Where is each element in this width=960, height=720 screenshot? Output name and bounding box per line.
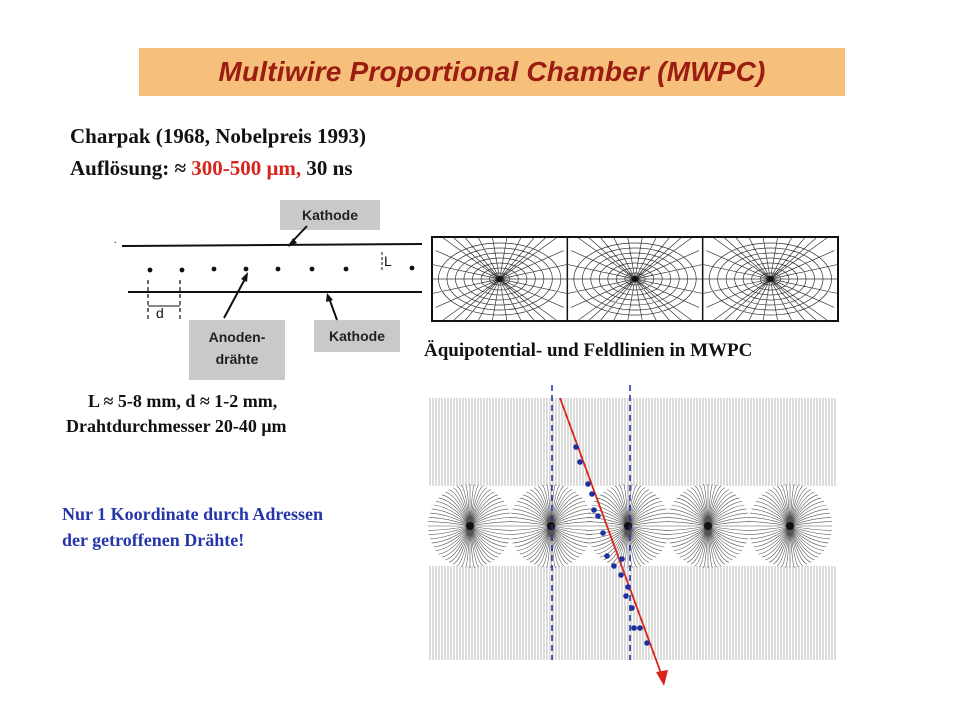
dim-d-label: d [156,305,164,321]
note-line-2: der getroffenen Drähte! [62,530,245,550]
svg-text:.: . [114,235,117,246]
label-anoden-line2: drähte [215,351,259,367]
arrow-anode [223,276,247,319]
label-anoden-line1: Anoden- [208,329,266,345]
label-kathode-top: Kathode [280,200,380,230]
resolution-value: 300-500 μm, [191,156,302,180]
field-lines-diagram [431,236,839,322]
arrow-kathode-bottom [328,297,338,321]
title-banner: Multiwire Proportional Chamber (MWPC) [139,48,845,96]
intro-line-2: Auflösung: ≈ 300-500 μm, 30 ns [70,156,353,181]
label-anodendraehte: Anoden- drähte [189,320,285,380]
mwpc-schematic: . [114,225,423,322]
note-line-1: Nur 1 Koordinate durch Adressen [62,504,324,524]
label-kathode-bottom: Kathode [314,320,400,352]
track-field-diagram [428,385,836,686]
intro-line-1: Charpak (1968, Nobelpreis 1993) [70,124,366,148]
page-title: Multiwire Proportional Chamber (MWPC) [218,56,766,87]
dim-L-label: L [384,253,392,269]
dimensions-line-1: L ≈ 5-8 mm, d ≈ 1-2 mm, [88,391,278,411]
anode-wires [147,265,415,273]
dimensions-line-2: Drahtdurchmesser 20-40 μm [66,416,287,436]
field-caption: Äquipotential- und Feldlinien in MWPC [424,340,753,361]
resolution-prefix: Auflösung: ≈ [70,156,192,180]
resolution-suffix: 30 ns [301,156,353,180]
cathode-plane-top [121,243,423,247]
